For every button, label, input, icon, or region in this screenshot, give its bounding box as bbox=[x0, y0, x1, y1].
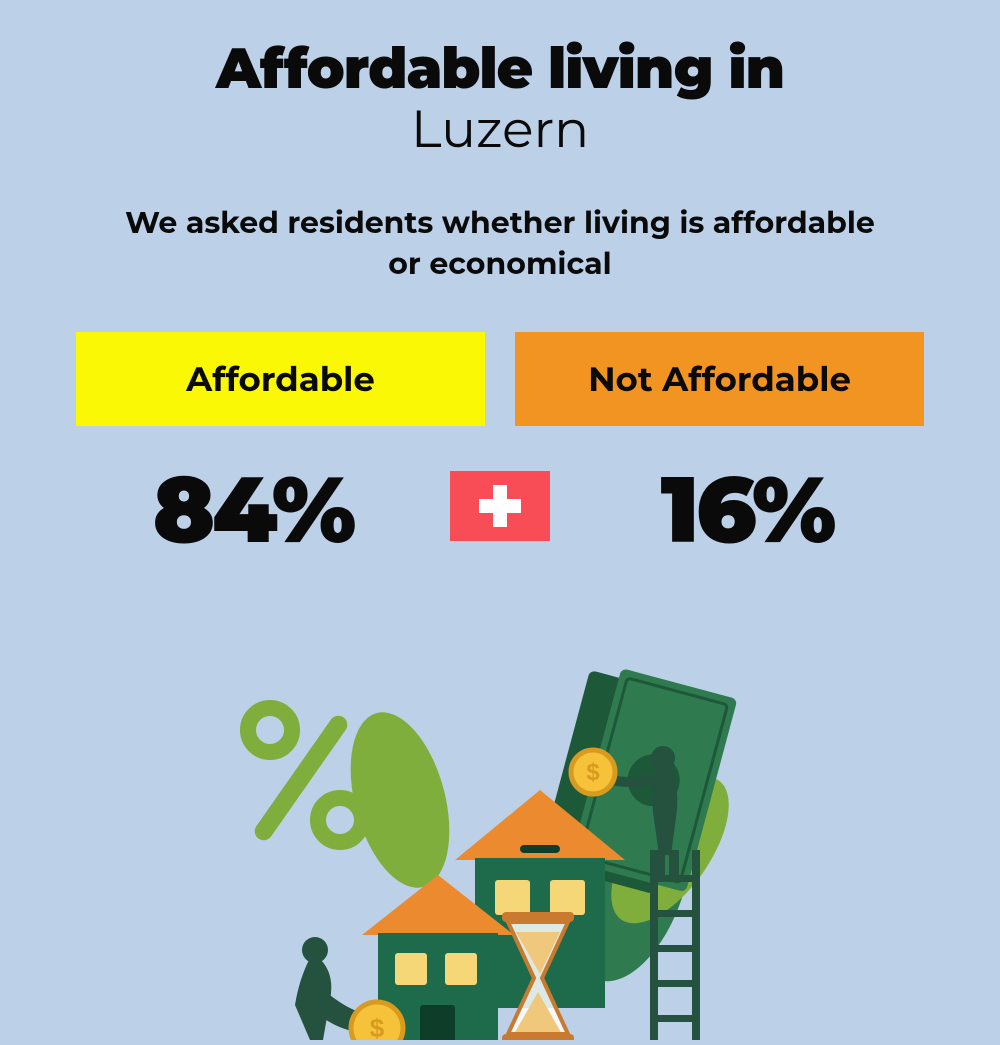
ladder-icon bbox=[650, 850, 700, 1040]
badge-not-affordable: Not Affordable bbox=[515, 332, 924, 426]
percent-sign-icon bbox=[248, 708, 362, 844]
swiss-flag-icon bbox=[450, 471, 550, 541]
page-title-line2: Luzern bbox=[60, 98, 940, 161]
percent-not-affordable: 16% bbox=[570, 454, 924, 566]
flag-cross-horizontal bbox=[479, 499, 521, 513]
housing-money-illustration: $ $ bbox=[220, 640, 780, 1040]
badges-row: Affordable Not Affordable bbox=[60, 332, 940, 426]
percent-row: 84% 16% bbox=[60, 454, 940, 566]
page-subtitle: We asked residents whether living is aff… bbox=[60, 203, 940, 284]
badge-affordable: Affordable bbox=[76, 332, 485, 426]
svg-text:$: $ bbox=[370, 1013, 385, 1040]
page-title-line1: Affordable living in bbox=[60, 35, 940, 103]
percent-affordable: 84% bbox=[76, 454, 430, 566]
svg-text:$: $ bbox=[586, 759, 600, 786]
